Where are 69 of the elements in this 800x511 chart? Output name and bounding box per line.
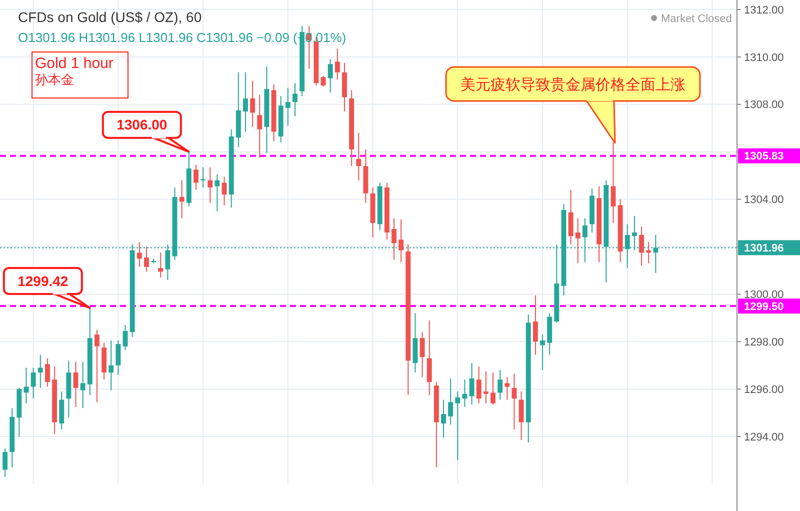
candlestick — [512, 373, 517, 430]
y-tick-label: 1312.00 — [744, 4, 784, 16]
candlestick — [575, 218, 580, 264]
candlestick — [398, 218, 404, 263]
candlestick — [426, 320, 432, 396]
candlestick — [243, 72, 248, 132]
candlestick — [639, 226, 644, 266]
candlestick — [448, 378, 454, 426]
candlestick — [532, 294, 538, 356]
candlestick — [59, 390, 64, 430]
candlestick — [38, 354, 43, 388]
ref-line-label: 1299.50 — [744, 300, 784, 313]
candlestick — [2, 448, 8, 478]
y-tick-label: 1298.00 — [744, 336, 784, 348]
candlestick — [328, 58, 333, 94]
y-tick-label: 1294.00 — [744, 431, 784, 444]
candlestick — [292, 82, 298, 117]
candlestick — [320, 75, 326, 88]
candlestick — [122, 324, 128, 350]
y-tick-label: 1296.00 — [744, 384, 784, 396]
candlestick — [24, 367, 29, 404]
annotation: 美元疲软导致贵金属价格全面上涨 — [460, 76, 686, 94]
candlestick — [469, 362, 474, 406]
candlestick — [420, 332, 425, 378]
candlestick — [144, 246, 149, 272]
candlestick — [80, 361, 86, 409]
annotation: 1299.42 — [18, 272, 68, 289]
y-tick-label: 1308.00 — [744, 99, 784, 112]
candlestick — [44, 358, 50, 388]
candlestick — [108, 340, 114, 391]
candlestick — [116, 340, 121, 376]
candlestick — [462, 379, 468, 408]
candlestick — [158, 252, 164, 278]
y-tick-label: 1300.00 — [744, 289, 784, 302]
annotation: Gold 1 hour 孙本金 — [35, 55, 114, 87]
candlestick — [285, 87, 290, 126]
candlestick — [250, 80, 256, 128]
candlestick — [200, 166, 206, 188]
candlestick — [498, 370, 503, 400]
candlestick — [504, 376, 510, 400]
candlestick — [540, 334, 545, 371]
candlestick — [334, 48, 340, 80]
candlestick — [30, 367, 36, 400]
candlestick — [441, 399, 446, 438]
annotation: Market Closed — [661, 12, 732, 25]
candlestick — [476, 366, 482, 404]
ref-line-label: 1301.96 — [744, 242, 784, 255]
candlestick — [610, 142, 616, 224]
y-tick-label: 1304.00 — [744, 194, 784, 206]
candlestick — [518, 390, 524, 441]
candlestick — [483, 370, 488, 404]
candlestick — [455, 390, 460, 461]
candlestick — [214, 174, 220, 212]
text: CFDs on Gold (US$ / OZ), 60 — [18, 9, 202, 25]
candlestick — [208, 166, 213, 204]
candlestick — [257, 94, 262, 158]
annotation: 1306.00 — [116, 116, 168, 133]
y-tick-label: 1310.00 — [744, 52, 784, 64]
candlestick — [392, 218, 396, 260]
candlestick — [568, 189, 574, 245]
candlestick — [136, 242, 142, 268]
candlestick — [222, 176, 227, 206]
candlestick — [194, 164, 198, 190]
candlestick — [94, 329, 100, 403]
candlestick — [356, 132, 362, 181]
candlestick — [179, 180, 184, 219]
ref-line-label: 1305.83 — [744, 150, 784, 163]
candlestick — [490, 372, 496, 406]
candlestick — [73, 361, 78, 408]
